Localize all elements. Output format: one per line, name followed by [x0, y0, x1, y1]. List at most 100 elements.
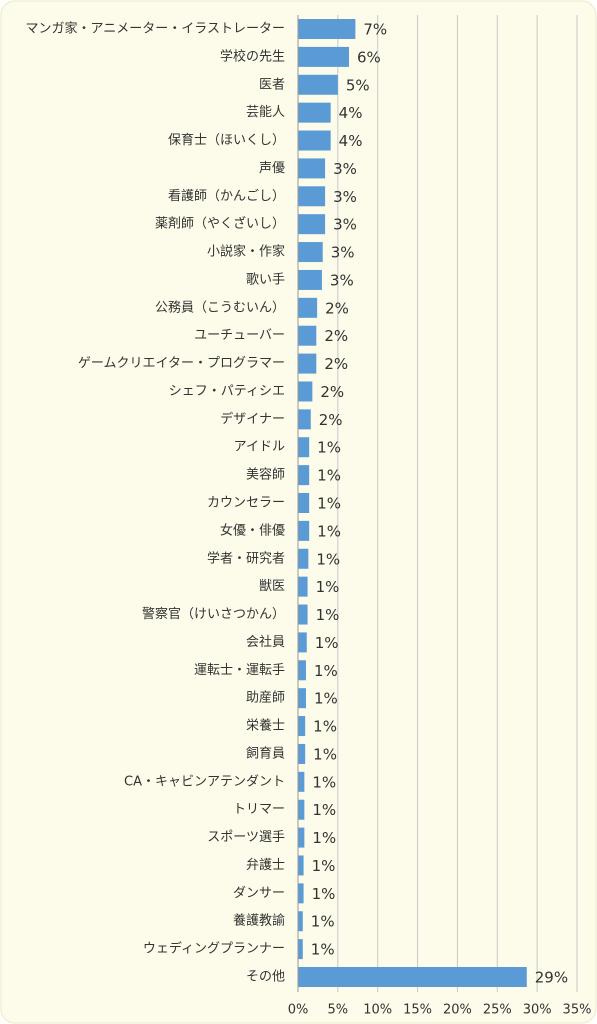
value-label: 3% [330, 271, 354, 289]
bar [298, 604, 308, 625]
y-tick-label: 弁護士 [246, 857, 285, 873]
x-tick-label: 5% [328, 1003, 349, 1018]
bar [298, 325, 317, 346]
value-label: 4% [339, 132, 363, 150]
x-tick-label: 30% [523, 1003, 552, 1018]
bar [298, 158, 326, 179]
value-label: 3% [333, 160, 357, 178]
bar [298, 520, 310, 541]
y-tick-label: 運転士・運転手 [194, 663, 285, 678]
bar [298, 409, 311, 430]
y-tick-label: マンガ家・アニメーター・イラストレーター [26, 21, 285, 37]
bar [298, 186, 326, 207]
y-tick-label: ゲームクリエイター・プログラマー [78, 356, 285, 371]
y-tick-label: シェフ・パティシエ [169, 384, 285, 399]
bar [298, 716, 306, 737]
y-tick-label: ダンサー [233, 886, 285, 901]
x-tick-label: 15% [403, 1003, 432, 1018]
y-tick-label: 栄養士 [246, 718, 285, 734]
bar [298, 743, 306, 764]
y-tick-label: 保育士（ほいくし） [168, 132, 285, 148]
y-tick-label: 警察官（けいさつかん） [142, 606, 285, 622]
value-label: 1% [313, 718, 337, 736]
value-label: 1% [316, 578, 340, 596]
value-label: 1% [311, 941, 335, 959]
y-tick-label: 学校の先生 [220, 48, 285, 64]
y-tick-label: 会社員 [246, 634, 285, 650]
bar [298, 911, 303, 932]
y-tick-label: トリマー [233, 802, 285, 817]
value-label: 1% [317, 495, 341, 513]
y-tick-label: 小説家・作家 [207, 244, 285, 260]
bar [298, 214, 326, 235]
bar [298, 827, 305, 848]
y-tick-label: デザイナー [220, 411, 285, 427]
bar [298, 855, 304, 876]
value-label: 3% [333, 216, 357, 234]
y-tick-label: カウンセラー [207, 496, 285, 511]
x-tick-label: 0% [288, 1003, 309, 1018]
value-label: 3% [331, 244, 355, 262]
bar [298, 19, 356, 39]
bar [298, 548, 309, 569]
bar [298, 465, 310, 486]
bar [298, 437, 310, 458]
value-label: 1% [317, 467, 341, 485]
x-tick-label: 25% [483, 1003, 512, 1018]
value-label: 1% [317, 439, 341, 457]
bar [298, 353, 317, 374]
bar [298, 632, 307, 653]
value-label: 1% [315, 634, 339, 652]
y-tick-label: 公務員（こうむいん） [155, 300, 285, 315]
bar [298, 688, 306, 709]
y-tick-label: CA・キャビンアテンダント [124, 774, 285, 789]
value-label: 5% [346, 76, 370, 94]
bar [298, 74, 338, 95]
value-label: 1% [311, 913, 335, 931]
bar [298, 771, 305, 792]
bar [298, 967, 527, 987]
value-label: 1% [314, 662, 338, 680]
y-tick-label: スポーツ選手 [207, 830, 285, 845]
bar [298, 102, 331, 123]
y-tick-label: 飼育員 [246, 745, 285, 761]
value-label: 1% [316, 606, 340, 624]
bar [298, 297, 318, 318]
value-label: 1% [316, 550, 340, 568]
value-label: 6% [357, 48, 381, 66]
value-label: 2% [324, 355, 348, 373]
y-tick-label: 看護師（かんごし） [168, 188, 285, 204]
y-tick-label: 獣医 [259, 579, 285, 594]
x-tick-label: 20% [443, 1003, 472, 1018]
value-label: 7% [363, 21, 387, 39]
x-tick-label: 10% [363, 1003, 392, 1018]
bar [298, 493, 310, 513]
value-label: 2% [324, 327, 348, 345]
y-tick-label: 医者 [259, 77, 285, 92]
value-label: 4% [339, 104, 363, 122]
value-label: 1% [317, 522, 341, 540]
bar [298, 269, 322, 290]
x-tick-label: 35% [563, 1003, 592, 1018]
y-tick-label: 学者・研究者 [207, 550, 285, 566]
value-label: 1% [312, 857, 336, 875]
y-tick-label: ユーチューバー [194, 328, 285, 343]
y-tick-label: 薬剤師（やくざいし） [155, 216, 285, 232]
bar [298, 939, 303, 960]
value-label: 1% [312, 885, 336, 903]
y-tick-label: 声優 [259, 161, 285, 176]
bar [298, 46, 350, 67]
value-label: 2% [325, 299, 349, 317]
bar [298, 799, 305, 820]
bar [298, 576, 308, 597]
y-tick-label: 助産師 [246, 690, 285, 706]
bar [298, 381, 313, 402]
value-label: 3% [333, 188, 357, 206]
value-label: 1% [313, 745, 337, 763]
bar [298, 242, 323, 263]
y-tick-label: アイドル [234, 440, 285, 455]
y-tick-label: その他 [246, 970, 285, 985]
value-label: 1% [312, 801, 336, 819]
